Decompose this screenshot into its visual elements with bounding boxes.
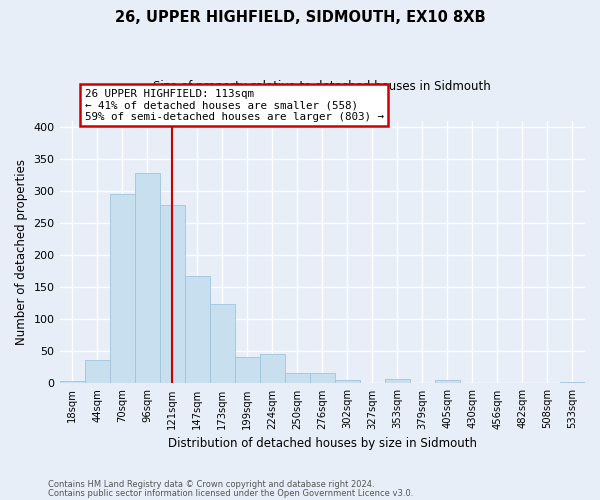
Bar [435, 380, 460, 384]
Text: 26, UPPER HIGHFIELD, SIDMOUTH, EX10 8XB: 26, UPPER HIGHFIELD, SIDMOUTH, EX10 8XB [115, 10, 485, 25]
Bar [260, 354, 285, 384]
Bar [385, 379, 410, 384]
Bar [310, 372, 335, 384]
Bar [185, 276, 209, 384]
Bar [235, 356, 260, 384]
Bar [134, 173, 160, 384]
Text: Contains HM Land Registry data © Crown copyright and database right 2024.: Contains HM Land Registry data © Crown c… [48, 480, 374, 489]
Bar [59, 381, 85, 384]
Title: Size of property relative to detached houses in Sidmouth: Size of property relative to detached ho… [154, 80, 491, 93]
Bar [110, 194, 134, 384]
Bar [209, 304, 235, 384]
Bar [85, 360, 110, 384]
Text: Contains public sector information licensed under the Open Government Licence v3: Contains public sector information licen… [48, 490, 413, 498]
X-axis label: Distribution of detached houses by size in Sidmouth: Distribution of detached houses by size … [168, 437, 477, 450]
Bar [285, 372, 310, 384]
Text: 26 UPPER HIGHFIELD: 113sqm
← 41% of detached houses are smaller (558)
59% of sem: 26 UPPER HIGHFIELD: 113sqm ← 41% of deta… [85, 88, 383, 122]
Bar [560, 382, 585, 384]
Y-axis label: Number of detached properties: Number of detached properties [15, 159, 28, 345]
Bar [160, 204, 185, 384]
Bar [335, 380, 360, 384]
